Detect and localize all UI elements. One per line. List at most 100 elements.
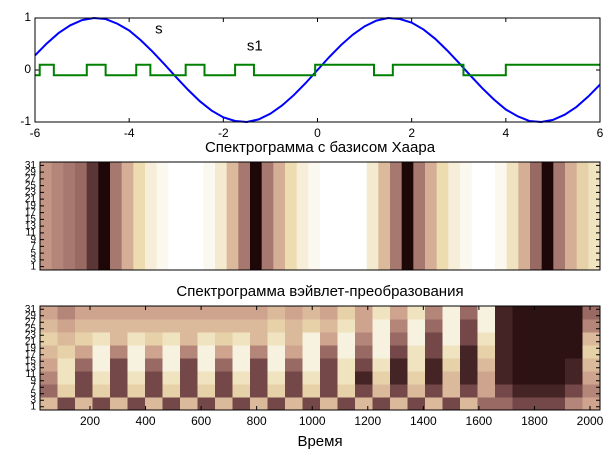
heat-cell	[477, 384, 496, 398]
y-tick-label: 5	[30, 248, 36, 259]
heat-cell	[127, 358, 146, 372]
y-tick-label: 13	[25, 362, 37, 373]
heat-cell	[40, 306, 58, 320]
heat-cell	[75, 358, 93, 372]
heat-cell	[40, 358, 58, 372]
heat-cell	[145, 358, 163, 372]
heat-cell	[530, 162, 543, 271]
heat-cell	[250, 371, 268, 385]
heat-cell	[460, 319, 478, 333]
y-tick-label: 27	[25, 317, 37, 328]
heat-cell	[57, 332, 76, 346]
heat-cell	[162, 397, 181, 411]
heat-cell	[250, 332, 268, 346]
heat-cell	[320, 397, 338, 411]
y-tick-label: 29	[25, 310, 37, 321]
heat-cell	[197, 345, 216, 359]
heat-cell	[250, 384, 268, 398]
heat-cell	[250, 306, 268, 320]
heat-cell	[40, 332, 58, 346]
heat-cell	[110, 384, 128, 398]
heat-cell	[477, 371, 496, 385]
heat-cell	[162, 345, 181, 359]
heat-cell	[320, 319, 338, 333]
heat-cell	[232, 384, 251, 398]
heat-cell	[565, 358, 583, 372]
heat-cell	[40, 371, 58, 385]
x-tick-label: 6	[597, 126, 604, 140]
heat-cell	[133, 162, 146, 271]
heat-cell	[180, 319, 198, 333]
heat-cell	[75, 319, 93, 333]
heat-cell	[547, 345, 566, 359]
heat-cell	[442, 345, 461, 359]
heat-cell	[232, 306, 251, 320]
heat-cell	[75, 384, 93, 398]
annotation: s1	[247, 38, 263, 55]
heat-cell	[215, 345, 233, 359]
heat-cell	[145, 371, 163, 385]
heat-cell	[547, 384, 566, 398]
heat-cell	[565, 332, 583, 346]
heat-cell	[442, 397, 461, 411]
heat-cell	[477, 319, 496, 333]
heat-cell	[215, 306, 233, 320]
heat-cell	[197, 332, 216, 346]
heat-cell	[180, 358, 198, 372]
heat-cell	[273, 162, 286, 271]
heat-cell	[390, 384, 408, 398]
heat-cell	[180, 306, 198, 320]
heat-cell	[180, 371, 198, 385]
heat-cell	[250, 319, 268, 333]
heat-cell	[162, 384, 181, 398]
heat-cell	[51, 162, 64, 271]
heat-cell	[110, 306, 128, 320]
heat-cell	[320, 371, 338, 385]
heat-cell	[512, 397, 531, 411]
heat-cell	[506, 162, 519, 271]
heat-cell	[302, 332, 321, 346]
heat-cell	[145, 319, 163, 333]
heat-cell	[547, 358, 566, 372]
heat-cell	[302, 306, 321, 320]
heat-cell	[460, 397, 478, 411]
heat-cell	[40, 162, 53, 271]
heat-cell	[302, 371, 321, 385]
y-tick-label: 25	[25, 323, 37, 334]
heat-cell	[267, 345, 286, 359]
heat-cell	[302, 319, 321, 333]
heat-cell	[471, 162, 484, 271]
heat-cell	[267, 384, 286, 398]
heat-cell	[372, 384, 391, 398]
heat-cell	[372, 345, 391, 359]
y-tick-label: 7	[30, 241, 36, 252]
heat-cell	[355, 345, 373, 359]
chart-title: Спектрограмма с базисом Хаара	[205, 139, 436, 156]
y-tick-label: 1	[24, 10, 31, 24]
heat-cell	[547, 397, 566, 411]
heat-cell	[425, 306, 443, 320]
heat-cell	[553, 162, 566, 271]
heat-cell	[401, 162, 414, 271]
heat-cell	[372, 358, 391, 372]
heat-cell	[285, 371, 303, 385]
heat-cell	[442, 319, 461, 333]
heat-cell	[57, 306, 76, 320]
y-tick-label: 29	[25, 167, 37, 178]
heat-cell	[320, 332, 338, 346]
heat-cell	[530, 358, 548, 372]
heat-cell	[320, 345, 338, 359]
heat-cell	[302, 345, 321, 359]
heat-cell	[530, 306, 548, 320]
heat-cell	[145, 306, 163, 320]
heat-cell	[355, 397, 373, 411]
heat-cell	[512, 306, 531, 320]
heat-cell	[390, 358, 408, 372]
heat-cell	[226, 162, 239, 271]
heat-cell	[460, 358, 478, 372]
heat-cell	[110, 332, 128, 346]
y-tick-label: 21	[25, 336, 37, 347]
heat-cell	[40, 345, 58, 359]
